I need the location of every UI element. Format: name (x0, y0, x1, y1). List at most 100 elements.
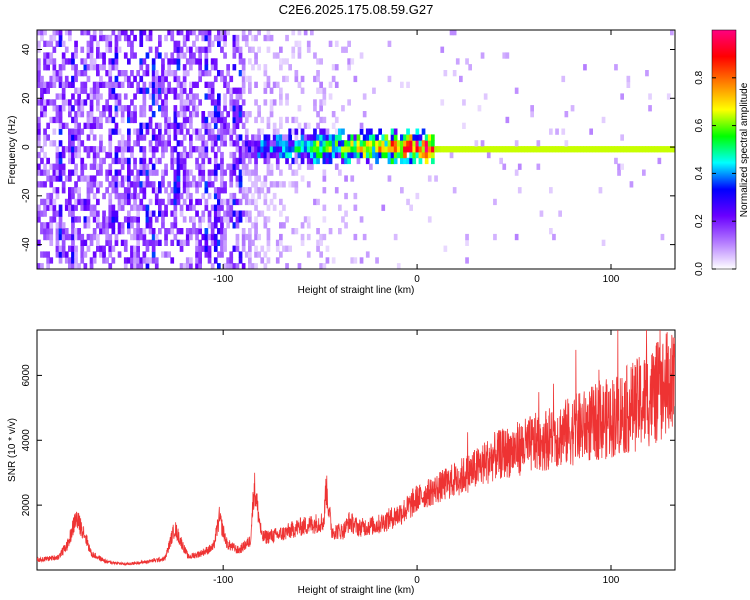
heatmap-cell (251, 181, 255, 188)
heatmap-cell (238, 70, 243, 77)
heatmap-cell (61, 87, 66, 94)
heatmap-cell (213, 169, 218, 176)
heatmap-cell (564, 146, 569, 153)
heatmap-cell (173, 122, 178, 129)
heatmap-cell (189, 263, 193, 269)
heatmap-cell (220, 198, 224, 206)
heatmap-cell (334, 40, 339, 47)
heatmap-cell (43, 151, 47, 159)
heatmap-cell (306, 163, 311, 170)
heatmap-cell (136, 222, 140, 229)
heatmap-cell (248, 198, 252, 206)
heatmap-cell (195, 187, 199, 194)
heatmap-cell (220, 187, 224, 194)
heatmap-cell (229, 210, 234, 217)
heatmap-cell (43, 222, 47, 229)
heatmap-cell (185, 30, 190, 36)
heatmap-cell (145, 204, 150, 211)
heatmap-cell (400, 146, 404, 153)
heatmap-cell (387, 175, 392, 182)
heatmap-cell (409, 204, 413, 211)
heatmap-cell (198, 163, 202, 170)
heatmap-cell (189, 58, 193, 65)
heatmap-cell (68, 111, 72, 118)
heatmap-cell (257, 111, 261, 118)
heatmap-cell (43, 140, 47, 147)
heatmap-cell (127, 175, 131, 182)
heatmap-cell (260, 128, 265, 135)
heatmap-cell (248, 228, 252, 235)
heatmap-cell (204, 181, 209, 188)
heatmap-cell (409, 134, 413, 141)
heatmap-cell (176, 40, 181, 47)
heatmap-cell (229, 140, 234, 147)
heatmap-cell (179, 81, 184, 88)
heatmap-cell (449, 151, 454, 159)
heatmap-cell (369, 140, 373, 147)
heatmap-cell (108, 46, 113, 53)
heatmap-cell (139, 87, 144, 94)
heatmap-cell (108, 111, 113, 118)
heatmap-cell (108, 75, 113, 83)
heatmap-cell (319, 105, 323, 112)
heatmap-cell (300, 87, 305, 94)
heatmap-cell (294, 151, 299, 159)
heatmap-cell (89, 146, 94, 153)
heatmap-cell (77, 175, 81, 182)
heatmap-cell (61, 151, 66, 159)
heatmap-cell (89, 239, 94, 246)
heatmap-cell (117, 222, 122, 229)
heatmap-cell (58, 75, 63, 83)
heatmap-cell (220, 216, 224, 223)
heatmap-cell (266, 187, 271, 194)
heatmap-cell (310, 157, 314, 165)
heatmap-cell (80, 87, 85, 94)
heatmap-cell (213, 151, 218, 159)
heatmap-cell (365, 146, 370, 153)
heatmap-cell (127, 34, 131, 42)
heatmap-cell (102, 81, 106, 88)
heatmap-cell (61, 146, 66, 153)
heatmap-cell (248, 263, 252, 269)
heatmap-cell (139, 204, 144, 211)
heatmap-cell (294, 181, 299, 188)
heatmap-cell (275, 81, 280, 88)
heatmap-cell (99, 181, 103, 188)
heatmap-cell (142, 99, 147, 106)
heatmap-cell (213, 192, 218, 200)
heatmap-cell (248, 157, 252, 165)
heatmap-cell (52, 105, 57, 112)
heatmap-cell (248, 175, 252, 182)
heatmap-cell (362, 151, 367, 159)
heatmap-cell (71, 210, 75, 217)
heatmap-cell (291, 30, 296, 36)
heatmap-cell (120, 198, 125, 206)
heatmap-cell (353, 151, 358, 159)
heatmap-cell (223, 169, 227, 176)
heatmap-cell (201, 46, 206, 53)
heatmap-cell (319, 99, 323, 106)
heatmap-cell (229, 251, 234, 258)
heatmap-cell (55, 187, 60, 194)
heatmap-cell (235, 245, 240, 252)
heatmap-cell (77, 99, 81, 106)
heatmap-cell (226, 257, 230, 264)
heatmap-cell (105, 151, 109, 159)
heatmap-cell (55, 157, 60, 165)
heatmap-cell (133, 52, 137, 59)
heatmap-cell (58, 169, 63, 176)
heatmap-cell (89, 46, 94, 53)
heatmap-cell (117, 192, 122, 200)
heatmap-cell (213, 204, 218, 211)
heatmap-cell (266, 140, 271, 147)
heatmap-cell (384, 140, 389, 147)
heatmap-cell (161, 222, 165, 229)
heatmap-cell (133, 198, 137, 206)
heatmap-cell (145, 245, 150, 252)
heatmap-cell (328, 134, 333, 141)
heatmap-cell (192, 128, 196, 135)
heatmap-cell (272, 122, 277, 129)
heatmap-cell (375, 134, 379, 141)
heatmap-cell (151, 64, 156, 71)
heatmap-cell (108, 251, 113, 258)
